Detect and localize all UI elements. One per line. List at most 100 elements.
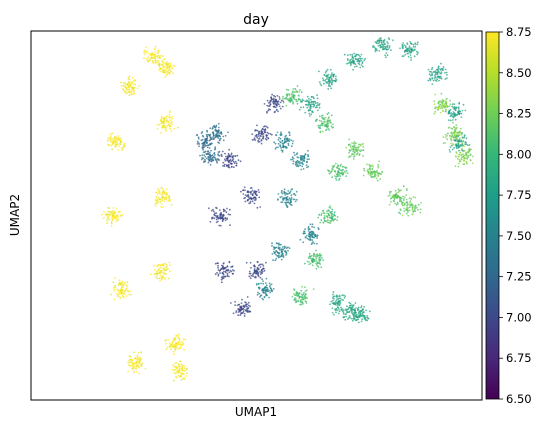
- scatter-point: [215, 212, 218, 215]
- scatter-point: [221, 271, 224, 274]
- scatter-point: [162, 61, 165, 63]
- scatter-point: [173, 372, 176, 374]
- scatter-point: [280, 201, 283, 204]
- scatter-point: [214, 146, 217, 149]
- scatter-point: [166, 61, 168, 63]
- scatter-point: [122, 143, 125, 146]
- scatter-point: [309, 115, 311, 117]
- scatter-point: [203, 141, 206, 144]
- scatter-point: [289, 202, 291, 205]
- scatter-point: [346, 172, 349, 174]
- scatter-point: [115, 144, 118, 147]
- scatter-point: [327, 214, 330, 217]
- scatter-point: [302, 168, 305, 170]
- scatter-point: [166, 119, 169, 122]
- scatter-point: [292, 88, 295, 90]
- scatter-point: [157, 192, 159, 195]
- scatter-point: [126, 82, 129, 85]
- scatter-point: [230, 166, 233, 168]
- scatter-point: [395, 203, 398, 206]
- scatter-point: [383, 43, 386, 45]
- scatter-point: [116, 288, 119, 291]
- scatter-point: [118, 279, 121, 282]
- scatter-point: [305, 164, 308, 167]
- scatter-point: [355, 65, 358, 68]
- scatter-point: [154, 276, 157, 278]
- scatter-point: [266, 134, 269, 137]
- cluster-upper-arc: [298, 37, 471, 153]
- scatter-point: [316, 234, 319, 237]
- scatter-point: [439, 103, 442, 106]
- scatter-point: [302, 158, 305, 160]
- scatter-point: [110, 222, 113, 225]
- scatter-point: [285, 203, 287, 205]
- scatter-point: [328, 129, 330, 131]
- scatter-point: [454, 108, 457, 111]
- scatter-point: [335, 299, 338, 302]
- scatter-point: [411, 206, 414, 209]
- scatter-point: [457, 140, 459, 143]
- scatter-point: [166, 70, 169, 73]
- scatter-point: [339, 175, 342, 178]
- scatter-point: [259, 296, 261, 298]
- scatter-point: [111, 138, 113, 140]
- scatter-point: [442, 100, 445, 103]
- scatter-point: [438, 79, 440, 82]
- scatter-point: [460, 149, 463, 152]
- scatter-point: [128, 89, 131, 92]
- scatter-point: [308, 252, 311, 255]
- scatter-point: [170, 70, 173, 73]
- scatter-point: [156, 52, 159, 55]
- scatter-point: [416, 209, 419, 211]
- scatter-point: [365, 309, 367, 312]
- scatter-point: [358, 63, 361, 66]
- scatter-point: [455, 114, 458, 116]
- scatter-point: [406, 43, 409, 46]
- scatter-point: [448, 105, 451, 108]
- scatter-point: [416, 53, 419, 56]
- scatter-point: [320, 219, 323, 222]
- scatter-point: [431, 74, 434, 76]
- scatter-point: [184, 338, 187, 341]
- scatter-point: [106, 222, 108, 225]
- scatter-point: [160, 132, 162, 134]
- scatter-point: [235, 164, 238, 167]
- scatter-point: [120, 147, 123, 150]
- scatter-point: [202, 148, 205, 151]
- scatter-point: [122, 285, 125, 287]
- scatter-point: [154, 59, 157, 61]
- scatter-point: [118, 145, 121, 148]
- scatter-point: [298, 95, 300, 97]
- scatter-point: [135, 362, 137, 365]
- scatter-point: [166, 265, 169, 268]
- scatter-point: [135, 370, 138, 373]
- scatter-point: [327, 88, 330, 90]
- scatter-point: [226, 218, 228, 221]
- scatter-point: [174, 365, 177, 368]
- scatter-point: [149, 59, 151, 62]
- scatter-point: [402, 204, 404, 207]
- scatter-point: [257, 273, 259, 276]
- scatter-point: [313, 258, 316, 261]
- scatter-point: [289, 199, 292, 202]
- scatter-point: [280, 258, 283, 261]
- scatter-point: [227, 152, 230, 155]
- scatter-point: [320, 212, 323, 215]
- scatter-point: [306, 95, 309, 98]
- scatter-point: [320, 120, 323, 123]
- scatter-point: [130, 90, 133, 93]
- scatter-point: [349, 304, 351, 307]
- scatter-point: [231, 272, 234, 275]
- scatter-point: [448, 149, 451, 151]
- scatter-point: [132, 88, 135, 91]
- scatter-point: [295, 98, 298, 101]
- scatter-point: [334, 162, 337, 165]
- colorbar-tick-label: 7.50: [506, 229, 532, 243]
- scatter-point: [332, 166, 335, 169]
- scatter-point: [143, 57, 145, 60]
- scatter-point: [286, 206, 289, 209]
- scatter-point: [288, 132, 291, 134]
- scatter-point: [160, 54, 163, 57]
- scatter-point: [449, 119, 452, 122]
- scatter-point: [406, 203, 409, 206]
